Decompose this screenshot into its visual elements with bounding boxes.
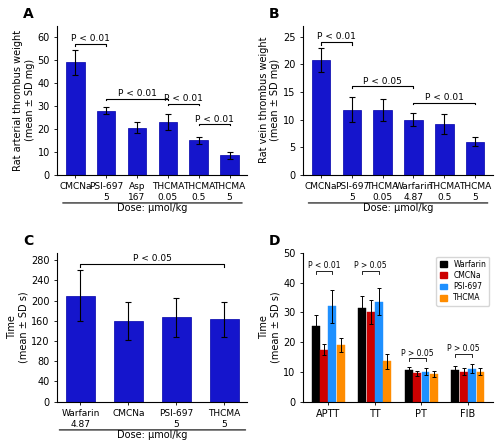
Bar	[220, 155, 239, 175]
Bar	[190, 140, 208, 175]
Y-axis label: Time
(mean ± SD s): Time (mean ± SD s)	[7, 291, 28, 363]
Text: P < 0.01: P < 0.01	[164, 94, 202, 103]
Text: P < 0.05: P < 0.05	[363, 76, 402, 86]
Bar	[114, 321, 143, 401]
Y-axis label: Rat arterial thrombus weight
(mean ± SD mg): Rat arterial thrombus weight (mean ± SD …	[13, 30, 34, 171]
Bar	[210, 319, 239, 401]
Text: P < 0.01: P < 0.01	[194, 115, 234, 124]
Text: P < 0.01: P < 0.01	[308, 261, 340, 270]
Bar	[366, 312, 374, 401]
Bar	[320, 350, 328, 401]
Bar	[375, 302, 383, 401]
Bar	[466, 142, 484, 175]
Text: P < 0.01: P < 0.01	[425, 93, 464, 102]
Bar	[476, 372, 484, 401]
X-axis label: Dose: μmol/kg: Dose: μmol/kg	[118, 430, 188, 440]
Bar	[358, 308, 366, 401]
Bar	[413, 373, 421, 401]
Y-axis label: Rat vein thrombus weight
(mean ± SD mg): Rat vein thrombus weight (mean ± SD mg)	[258, 37, 280, 164]
Bar	[342, 110, 361, 175]
Text: P < 0.05: P < 0.05	[133, 254, 172, 263]
Bar	[435, 124, 454, 175]
Bar	[337, 345, 345, 401]
Y-axis label: Time
(mean ± SD s): Time (mean ± SD s)	[258, 291, 280, 363]
Bar	[460, 372, 468, 401]
Bar	[128, 128, 146, 175]
Text: P < 0.01: P < 0.01	[72, 34, 110, 43]
Bar	[97, 110, 116, 175]
Text: B: B	[269, 7, 280, 21]
Bar	[452, 371, 460, 401]
Text: A: A	[24, 7, 34, 21]
Bar	[405, 371, 412, 401]
Bar	[158, 122, 177, 175]
Bar	[328, 306, 336, 401]
Bar	[312, 60, 330, 175]
Text: P > 0.05: P > 0.05	[354, 261, 387, 270]
Text: D: D	[269, 234, 280, 248]
Bar	[468, 369, 476, 401]
Bar	[374, 110, 392, 175]
Bar	[384, 362, 392, 401]
Bar	[422, 372, 430, 401]
X-axis label: Dose: μmol/kg: Dose: μmol/kg	[118, 203, 188, 213]
Text: P < 0.01: P < 0.01	[118, 89, 156, 98]
Bar	[430, 374, 438, 401]
Text: P < 0.01: P < 0.01	[317, 32, 356, 41]
Legend: Warfarin, CMCNa, PSI-697, THCMA: Warfarin, CMCNa, PSI-697, THCMA	[436, 257, 489, 306]
Bar	[66, 63, 84, 175]
Bar	[66, 295, 95, 401]
Bar	[162, 317, 191, 401]
X-axis label: Dose: μmol/kg: Dose: μmol/kg	[363, 203, 434, 213]
Text: P > 0.05: P > 0.05	[401, 349, 434, 358]
Text: P > 0.05: P > 0.05	[448, 344, 480, 353]
Text: C: C	[24, 234, 34, 248]
Bar	[404, 119, 422, 175]
Bar	[312, 326, 320, 401]
